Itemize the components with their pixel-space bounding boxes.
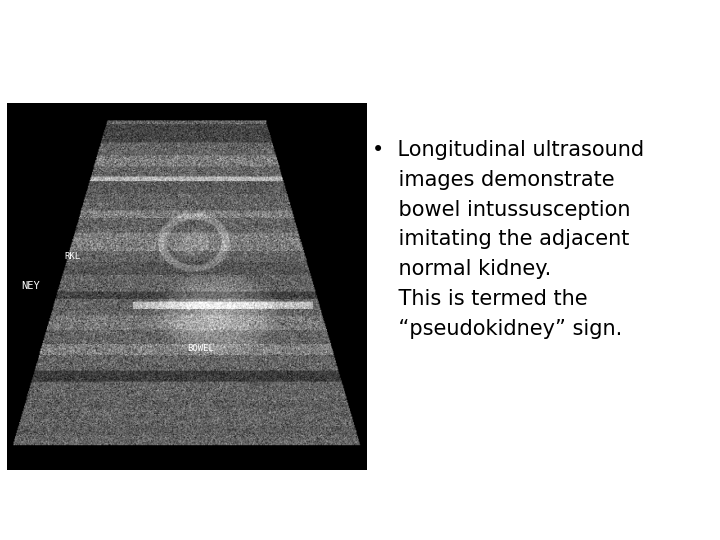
Text: imitating the adjacent: imitating the adjacent: [372, 230, 629, 249]
Text: NEY: NEY: [22, 281, 40, 291]
Text: bowel intussusception: bowel intussusception: [372, 199, 630, 220]
Text: BOWEL: BOWEL: [187, 344, 214, 353]
Text: images demonstrate: images demonstrate: [372, 170, 614, 190]
Text: RKL: RKL: [65, 252, 81, 261]
Text: normal kidney.: normal kidney.: [372, 259, 551, 279]
Text: •  Longitudinal ultrasound: • Longitudinal ultrasound: [372, 140, 644, 160]
Text: This is termed the: This is termed the: [372, 289, 588, 309]
Text: “pseudokidney” sign.: “pseudokidney” sign.: [372, 319, 622, 339]
